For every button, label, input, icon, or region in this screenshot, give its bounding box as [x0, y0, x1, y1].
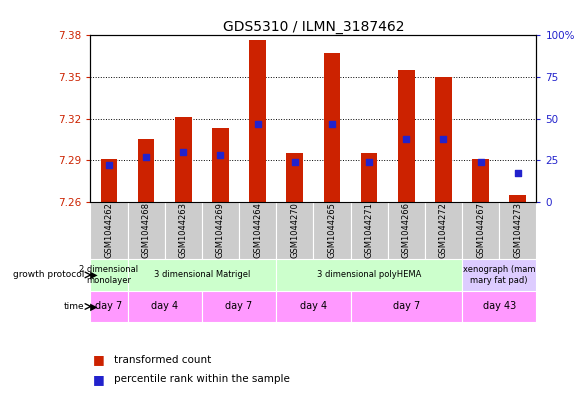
Bar — [250, 40, 266, 202]
Bar — [276, 202, 313, 259]
Bar — [101, 159, 117, 202]
Text: day 7: day 7 — [96, 301, 122, 312]
Bar — [276, 259, 462, 291]
Bar — [128, 202, 164, 259]
Bar — [90, 202, 128, 259]
Bar — [472, 159, 489, 202]
Point — [402, 136, 411, 142]
Bar — [462, 202, 499, 259]
Text: xenograph (mam
mary fat pad): xenograph (mam mary fat pad) — [463, 265, 535, 285]
Bar — [128, 259, 276, 291]
Bar — [510, 195, 526, 202]
Text: day 43: day 43 — [483, 301, 516, 312]
Bar — [425, 202, 462, 259]
Text: GSM1044267: GSM1044267 — [476, 202, 485, 259]
Text: GSM1044273: GSM1044273 — [513, 202, 522, 259]
Title: GDS5310 / ILMN_3187462: GDS5310 / ILMN_3187462 — [223, 20, 404, 34]
Point — [327, 120, 336, 127]
Text: time: time — [64, 302, 85, 311]
Text: growth protocol: growth protocol — [13, 270, 85, 279]
Point — [216, 152, 225, 158]
Text: transformed count: transformed count — [114, 354, 211, 365]
Text: GSM1044271: GSM1044271 — [364, 202, 374, 258]
Text: ▶: ▶ — [87, 301, 98, 312]
Text: GSM1044264: GSM1044264 — [253, 202, 262, 258]
Bar — [462, 291, 536, 322]
Point — [439, 136, 448, 142]
Bar — [350, 202, 388, 259]
Bar — [313, 202, 350, 259]
Text: 3 dimensional polyHEMA: 3 dimensional polyHEMA — [317, 270, 422, 279]
Bar — [164, 202, 202, 259]
Text: GSM1044268: GSM1044268 — [142, 202, 150, 259]
Bar — [388, 202, 425, 259]
Point — [142, 154, 151, 160]
Point — [290, 159, 300, 165]
Bar — [435, 77, 452, 202]
Text: day 7: day 7 — [226, 301, 252, 312]
Text: ■: ■ — [93, 373, 105, 386]
Bar — [202, 202, 239, 259]
Bar — [128, 291, 202, 322]
Bar — [361, 153, 377, 202]
Bar — [138, 140, 154, 202]
Bar — [90, 259, 128, 291]
Text: GSM1044270: GSM1044270 — [290, 202, 299, 258]
Text: 2 dimensional
monolayer: 2 dimensional monolayer — [79, 265, 139, 285]
Text: GSM1044262: GSM1044262 — [104, 202, 114, 258]
Text: GSM1044265: GSM1044265 — [328, 202, 336, 258]
Text: 3 dimensional Matrigel: 3 dimensional Matrigel — [154, 270, 250, 279]
Bar — [462, 259, 536, 291]
Bar — [239, 202, 276, 259]
Bar — [350, 291, 462, 322]
Text: day 7: day 7 — [393, 301, 420, 312]
Point — [104, 162, 114, 168]
Text: GSM1044269: GSM1044269 — [216, 202, 225, 258]
Point — [513, 170, 522, 176]
Text: day 4: day 4 — [300, 301, 327, 312]
Text: GSM1044266: GSM1044266 — [402, 202, 411, 259]
Bar — [212, 128, 229, 202]
Bar — [398, 70, 415, 202]
Point — [364, 159, 374, 165]
Text: percentile rank within the sample: percentile rank within the sample — [114, 374, 290, 384]
Bar — [90, 291, 128, 322]
Text: GSM1044272: GSM1044272 — [439, 202, 448, 258]
Bar — [276, 291, 350, 322]
Text: ▶: ▶ — [87, 270, 98, 280]
Point — [476, 159, 485, 165]
Bar — [202, 291, 276, 322]
Bar — [175, 117, 192, 202]
Bar — [324, 53, 340, 202]
Text: ■: ■ — [93, 353, 105, 366]
Bar — [286, 153, 303, 202]
Point — [178, 149, 188, 155]
Point — [253, 120, 262, 127]
Bar — [499, 202, 536, 259]
Text: GSM1044263: GSM1044263 — [179, 202, 188, 259]
Text: day 4: day 4 — [151, 301, 178, 312]
